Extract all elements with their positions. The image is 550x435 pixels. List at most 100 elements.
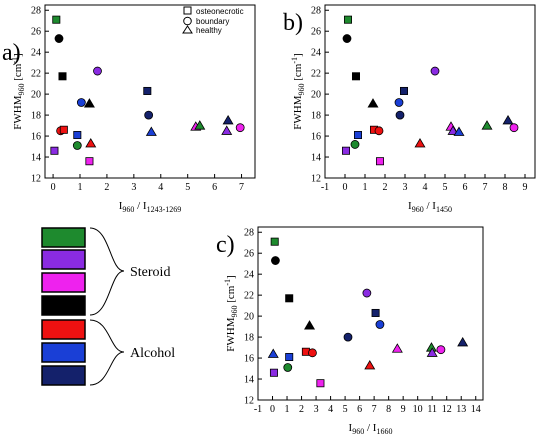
x-tick-label: 7 (372, 404, 377, 415)
data-point-square (50, 146, 59, 155)
data-point-circle (362, 288, 372, 298)
group-label-alcohol: Alcohol (130, 346, 175, 361)
swatch-steroid-2 (41, 249, 86, 270)
data-point-triangle (85, 138, 97, 148)
data-point-circle (436, 345, 446, 355)
swatch-alcohol-1 (41, 319, 86, 340)
color-legend: Steroid Alcohol (41, 227, 175, 386)
data-point-triangle (367, 98, 379, 108)
data-point-triangle (426, 347, 438, 357)
data-point-square (341, 146, 350, 155)
group-label-steroid: Steroid (130, 265, 170, 280)
legend-label-osteonecrotic: osteonecrotic (196, 7, 244, 16)
x-tick-label: 8 (386, 404, 391, 415)
legend-label-healthy: healthy (196, 26, 222, 35)
data-point-triangle (194, 120, 206, 130)
y-tick-label: 22 (311, 69, 321, 80)
data-point-triangle (457, 336, 469, 347)
data-point-triangle (304, 320, 316, 330)
y-tick-label: 20 (31, 90, 41, 101)
legend-square-icon (183, 6, 192, 15)
x-tick-label: 2 (104, 182, 109, 193)
y-tick-label: 28 (311, 6, 321, 17)
x-tick-label: 6 (357, 404, 362, 415)
data-point-circle (76, 98, 86, 107)
y-tick-label: 24 (311, 48, 321, 59)
y-tick-label: 24 (244, 270, 254, 281)
data-point-square (285, 294, 294, 303)
x-tick-label: 9 (523, 182, 528, 193)
data-point-square (351, 72, 360, 81)
data-point-circle (375, 320, 385, 329)
x-tick-label: 7 (483, 182, 488, 193)
data-point-circle (93, 66, 102, 76)
y-tick-label: 22 (244, 291, 254, 302)
data-point-square (270, 237, 279, 246)
x-tick-label: 3 (403, 182, 408, 193)
data-point-square (375, 157, 384, 166)
x-tick-label: 3 (314, 404, 319, 415)
data-point-circle (54, 34, 64, 43)
y-tick-label: 26 (311, 27, 321, 38)
data-point-triangle (221, 125, 233, 135)
panel-letter: b) (283, 10, 303, 36)
data-point-square (371, 308, 380, 317)
data-point-square (52, 15, 61, 24)
data-point-circle (283, 363, 293, 372)
data-point-square (58, 72, 67, 81)
plot-frame (44, 4, 256, 179)
y-axis-label: FWHM960 [cm-1] (223, 275, 239, 351)
x-tick-label: 5 (185, 182, 190, 193)
y-tick-label: 28 (244, 228, 254, 239)
y-tick-label: 14 (311, 153, 321, 164)
y-axis-label: FWHM960 [cm-1] (290, 53, 306, 129)
y-tick-label: 16 (311, 132, 321, 143)
data-point-square (399, 86, 408, 95)
x-tick-label: 12 (442, 404, 452, 415)
data-point-square (85, 157, 94, 166)
data-point-triangle (267, 348, 279, 358)
x-tick-label: 1 (78, 182, 83, 193)
plot-frame (257, 226, 484, 401)
x-tick-label: 4 (328, 404, 333, 415)
data-point-square (143, 86, 152, 95)
y-axis-label: FWHM960 [cm-1] (10, 53, 26, 129)
data-point-triangle (222, 114, 234, 125)
swatch-steroid-4 (41, 295, 86, 316)
data-point-circle (343, 332, 353, 342)
swatch-steroid-1 (41, 227, 86, 248)
data-point-triangle (453, 126, 465, 136)
steroid-brace (89, 227, 125, 316)
y-tick-label: 12 (311, 174, 321, 185)
y-tick-label: 18 (244, 333, 254, 344)
y-tick-label: 20 (244, 312, 254, 323)
data-point-square (285, 353, 294, 362)
y-tick-label: 18 (311, 111, 321, 122)
swatch-steroid-3 (41, 272, 86, 293)
shape-legend: osteonecrotic boundary healthy (182, 6, 244, 35)
data-point-circle (395, 110, 405, 120)
x-tick-label: 6 (212, 182, 217, 193)
data-point-circle (350, 140, 360, 149)
x-tick-label: 7 (239, 182, 244, 193)
y-tick-label: 16 (244, 354, 254, 365)
x-tick-label: 4 (423, 182, 428, 193)
data-point-square (59, 125, 68, 134)
x-tick-label: 0 (343, 182, 348, 193)
x-tick-label: 5 (443, 182, 448, 193)
y-tick-label: 28 (31, 6, 41, 17)
x-axis-label: I960 / I1450 (408, 200, 452, 214)
y-tick-label: 20 (311, 90, 321, 101)
x-tick-label: 13 (456, 404, 466, 415)
data-point-circle (342, 34, 352, 43)
data-point-triangle (481, 120, 493, 130)
x-tick-label: 2 (383, 182, 388, 193)
data-point-square (343, 15, 352, 24)
data-point-square (73, 131, 82, 140)
x-tick-label: 11 (427, 404, 437, 415)
x-tick-label: 1 (285, 404, 290, 415)
y-tick-label: 14 (31, 153, 41, 164)
data-point-circle (72, 141, 82, 150)
data-point-circle (235, 123, 245, 133)
data-point-circle (509, 123, 519, 133)
